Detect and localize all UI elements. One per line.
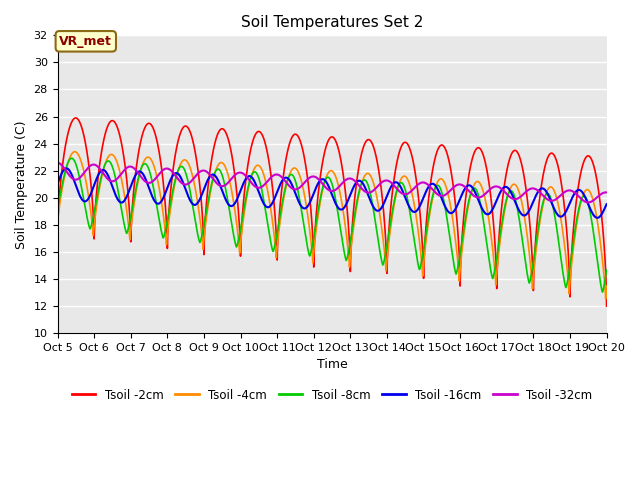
Text: VR_met: VR_met	[60, 35, 112, 48]
Tsoil -2cm	[383, 270, 391, 276]
Tsoil -2cm	[463, 182, 471, 188]
Tsoil -16cm	[593, 215, 601, 221]
Tsoil -16cm	[383, 193, 391, 199]
Tsoil -16cm	[63, 166, 70, 171]
X-axis label: Time: Time	[317, 359, 348, 372]
Title: Soil Temperatures Set 2: Soil Temperatures Set 2	[241, 15, 423, 30]
Tsoil -4cm	[602, 296, 609, 302]
Tsoil -32cm	[505, 193, 513, 199]
Tsoil -32cm	[411, 185, 419, 191]
Tsoil -8cm	[54, 206, 61, 212]
Line: Tsoil -2cm: Tsoil -2cm	[58, 118, 607, 306]
Tsoil -8cm	[68, 156, 76, 161]
Tsoil -2cm	[72, 115, 79, 121]
Tsoil -8cm	[598, 289, 606, 295]
Tsoil -4cm	[383, 258, 391, 264]
Tsoil -2cm	[54, 236, 61, 241]
Tsoil -4cm	[154, 176, 161, 182]
Tsoil -16cm	[54, 181, 61, 187]
Tsoil -4cm	[71, 149, 79, 155]
Tsoil -32cm	[603, 190, 611, 195]
Line: Tsoil -8cm: Tsoil -8cm	[58, 158, 607, 292]
Tsoil -4cm	[505, 189, 513, 195]
Tsoil -16cm	[463, 183, 471, 189]
Tsoil -16cm	[411, 209, 419, 215]
Tsoil -8cm	[154, 207, 161, 213]
Tsoil -16cm	[264, 204, 271, 210]
Tsoil -2cm	[505, 158, 513, 164]
Tsoil -16cm	[154, 201, 161, 206]
Tsoil -4cm	[264, 187, 271, 192]
Tsoil -8cm	[463, 205, 471, 211]
Tsoil -2cm	[264, 150, 271, 156]
Tsoil -8cm	[383, 243, 391, 249]
Tsoil -32cm	[264, 179, 271, 184]
Line: Tsoil -32cm: Tsoil -32cm	[58, 163, 607, 203]
Tsoil -32cm	[463, 186, 471, 192]
Line: Tsoil -16cm: Tsoil -16cm	[58, 168, 607, 218]
Tsoil -2cm	[411, 167, 419, 173]
Tsoil -8cm	[411, 241, 419, 247]
Tsoil -32cm	[54, 160, 61, 166]
Tsoil -4cm	[463, 209, 471, 215]
Tsoil -16cm	[603, 201, 611, 207]
Legend: Tsoil -2cm, Tsoil -4cm, Tsoil -8cm, Tsoil -16cm, Tsoil -32cm: Tsoil -2cm, Tsoil -4cm, Tsoil -8cm, Tsoi…	[67, 384, 597, 406]
Tsoil -4cm	[54, 218, 61, 224]
Tsoil -8cm	[264, 220, 271, 226]
Tsoil -8cm	[505, 190, 513, 195]
Tsoil -32cm	[383, 178, 390, 183]
Tsoil -32cm	[154, 174, 161, 180]
Tsoil -2cm	[603, 303, 611, 309]
Tsoil -2cm	[154, 140, 161, 145]
Tsoil -16cm	[505, 186, 513, 192]
Y-axis label: Soil Temperature (C): Soil Temperature (C)	[15, 120, 28, 249]
Line: Tsoil -4cm: Tsoil -4cm	[58, 152, 607, 299]
Tsoil -4cm	[411, 204, 419, 210]
Tsoil -8cm	[603, 267, 611, 273]
Tsoil -4cm	[603, 283, 611, 288]
Tsoil -32cm	[584, 200, 592, 205]
